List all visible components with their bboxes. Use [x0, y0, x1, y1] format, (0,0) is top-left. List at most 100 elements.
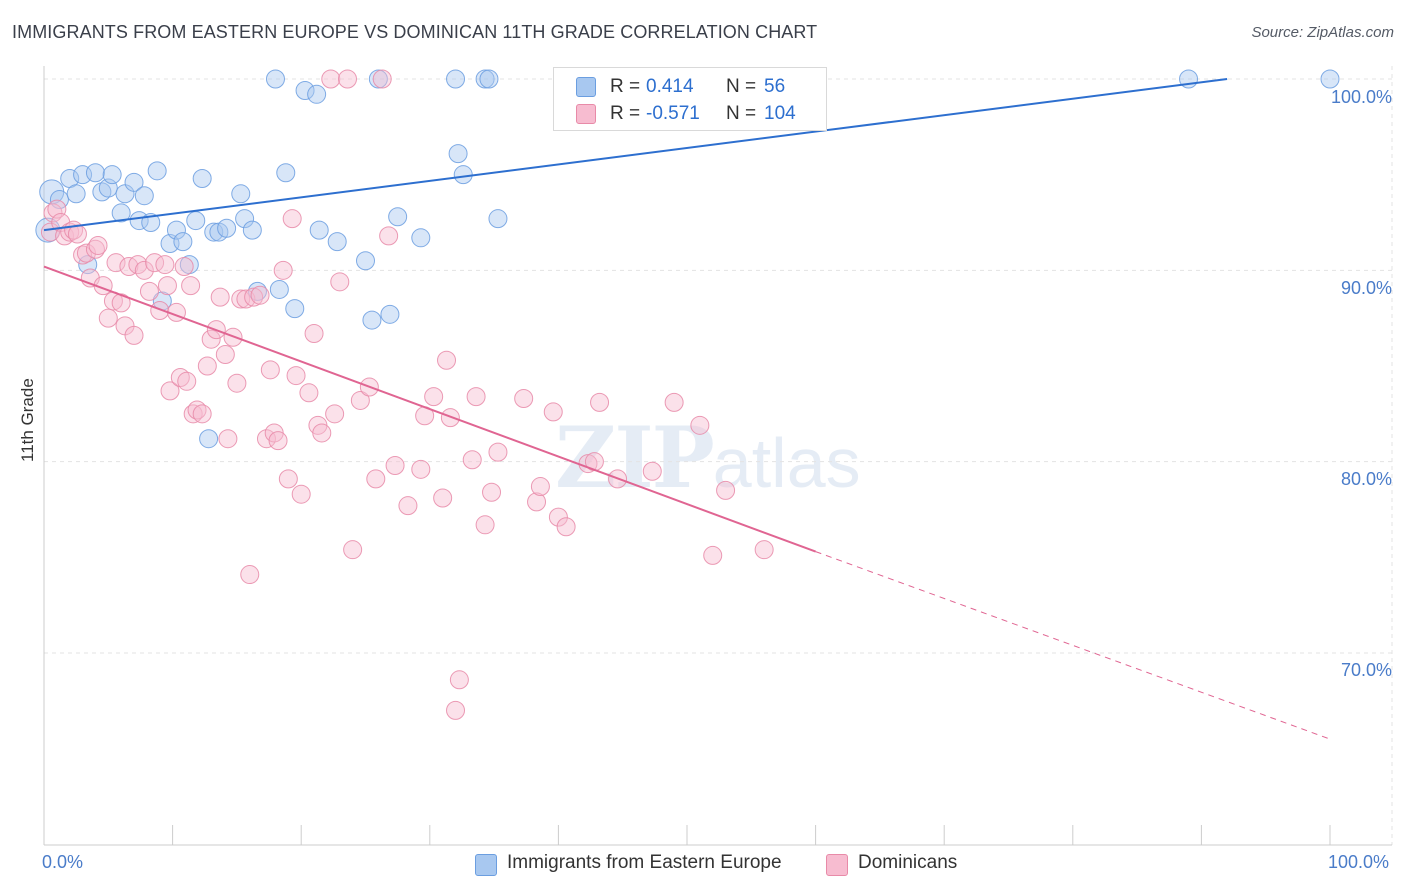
dominican-point: [543, 402, 563, 422]
eastern-europe-point: [265, 69, 285, 89]
eastern-europe-point: [242, 220, 262, 240]
eastern-europe-point: [327, 232, 347, 252]
source-label: Source: ZipAtlas.com: [1251, 24, 1394, 41]
dominican-point: [256, 429, 276, 449]
dominican-point: [514, 389, 534, 409]
eastern-europe-point: [124, 172, 144, 192]
dominican-point: [379, 226, 399, 246]
dominican-point: [181, 276, 201, 296]
dominican-point: [337, 69, 357, 89]
dominican-point: [304, 323, 324, 343]
dominican-point: [240, 565, 260, 585]
dominican-point: [244, 287, 264, 307]
dominican-point: [111, 293, 131, 313]
dominican-point: [187, 400, 207, 420]
series-legend: Immigrants from Eastern Europe Dominican…: [0, 852, 1406, 876]
dominican-trend-line: [43, 265, 816, 553]
legend-swatch-pink: [576, 104, 596, 124]
dominican-point: [424, 387, 444, 407]
eastern-europe-point: [231, 184, 251, 204]
dominican-point: [703, 545, 723, 565]
eastern-europe-trend-line: [43, 78, 1228, 232]
dominican-point: [398, 496, 418, 516]
dominican-point: [325, 404, 345, 424]
series-dominicans-points: [40, 69, 774, 720]
watermark-atlas: atlas: [712, 424, 861, 502]
dominican-point: [210, 287, 230, 307]
dominican-point: [411, 459, 431, 479]
eastern-europe-point: [217, 218, 237, 238]
dominican-point: [754, 540, 774, 560]
dominican-point: [299, 383, 319, 403]
y-tick-label-90: 90.0%: [1340, 278, 1392, 298]
dominican-point: [642, 461, 662, 481]
x-tick-label-min: 0.0%: [42, 852, 84, 872]
eastern-europe-point: [388, 207, 408, 227]
eastern-europe-point: [453, 165, 473, 185]
eastern-europe-point: [111, 203, 131, 223]
dominican-point: [215, 345, 235, 365]
dominican-point: [312, 423, 332, 443]
eastern-europe-point: [285, 299, 305, 319]
dominican-point: [139, 281, 159, 301]
eastern-europe-point: [66, 184, 86, 204]
eastern-europe-point: [488, 209, 508, 229]
r-label: R =: [610, 76, 641, 97]
eastern-europe-point: [147, 161, 167, 181]
r-value: 0.414: [646, 76, 694, 97]
eastern-europe-point: [380, 304, 400, 324]
eastern-europe-point: [309, 220, 329, 240]
dominican-point: [488, 442, 508, 462]
dominican-point: [446, 700, 466, 720]
trend-lines: [43, 78, 1331, 740]
r-label: R =: [610, 103, 641, 124]
dominican-point: [177, 371, 197, 391]
legend-swatch-pink: [826, 854, 848, 876]
dominican-point: [155, 255, 175, 275]
dominican-point: [590, 392, 610, 412]
grid-lines: [44, 66, 1393, 845]
eastern-europe-point: [411, 228, 431, 248]
dominican-point: [462, 450, 482, 470]
n-label: N =: [726, 103, 757, 124]
x-tick-label-max: 100.0%: [1328, 852, 1390, 872]
dominican-trend-extension: [815, 551, 1331, 740]
dominican-point: [88, 235, 108, 255]
dominican-point: [273, 260, 293, 280]
eastern-europe-point: [102, 165, 122, 185]
eastern-europe-point: [1320, 69, 1340, 89]
eastern-europe-point: [446, 69, 466, 89]
axes: [43, 66, 1392, 846]
dominican-point: [482, 482, 502, 502]
dominican-point: [437, 350, 457, 370]
eastern-europe-point: [269, 279, 289, 299]
dominican-point: [449, 670, 469, 690]
dominican-point: [690, 415, 710, 435]
y-tick-label-100: 100.0%: [1330, 87, 1392, 107]
dominican-point: [343, 540, 363, 560]
eastern-europe-point: [173, 232, 193, 252]
dominican-point: [150, 301, 170, 321]
y-tick-label-70: 70.0%: [1340, 660, 1392, 680]
dominican-point: [268, 431, 288, 451]
dominican-point: [227, 373, 247, 393]
dominican-point: [201, 329, 221, 349]
eastern-europe-point: [448, 144, 468, 164]
dominican-point: [282, 209, 302, 229]
chart-title: IMMIGRANTS FROM EASTERN EUROPE VS DOMINI…: [12, 22, 818, 42]
dominican-point: [466, 387, 486, 407]
dominican-point: [556, 517, 576, 537]
eastern-europe-point: [199, 429, 219, 449]
dominican-point: [385, 455, 405, 475]
n-value: 104: [764, 103, 796, 124]
correlation-legend: R = 0.414 N = 56 R = -0.571 N = 104: [553, 67, 827, 131]
eastern-europe-point: [307, 84, 327, 104]
dominican-point: [98, 308, 118, 328]
dominican-point: [160, 381, 180, 401]
dominican-point: [197, 356, 217, 376]
dominican-point: [527, 492, 547, 512]
dominican-point: [475, 515, 495, 535]
dominican-point: [291, 484, 311, 504]
dominican-point: [260, 360, 280, 380]
